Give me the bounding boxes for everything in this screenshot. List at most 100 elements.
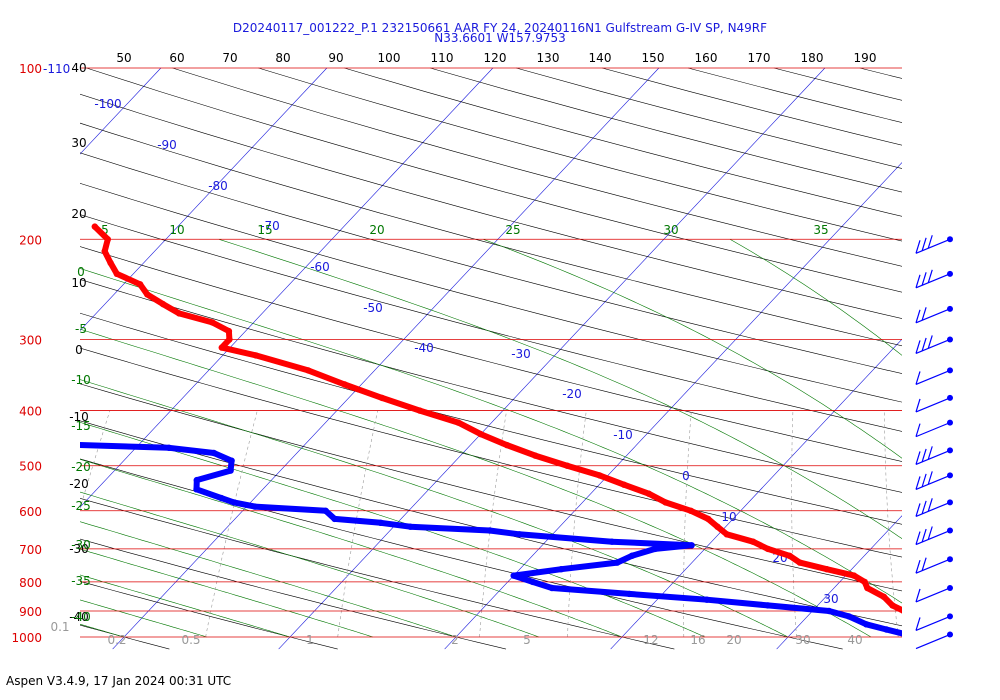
theta-left-label: 40 (71, 61, 86, 75)
dry-adiabat-line (0, 68, 1, 649)
isotherm-label: -40 (414, 341, 434, 355)
mixing-ratio-label: 0.2 (107, 633, 126, 647)
dewpoint-point (227, 467, 234, 474)
theta-top-label: 170 (748, 51, 771, 65)
moist-adiabat-line (483, 239, 902, 459)
temperature-point (704, 515, 712, 523)
theta-left-label: -10 (69, 410, 89, 424)
wind-barb (915, 631, 953, 650)
dry-adiabat-line (80, 122, 902, 347)
theta-top-label: 70 (222, 51, 237, 65)
wind-barb-staff (915, 529, 951, 546)
wind-barb-staff (915, 587, 951, 603)
theta-top-label: 190 (854, 51, 877, 65)
wind-barb-staff (915, 449, 951, 465)
wind-barb-flag (921, 500, 927, 515)
moist-adiabat-label: 35 (813, 223, 828, 237)
dewpoint-point (703, 596, 710, 603)
wind-barb-staff (915, 615, 951, 631)
theta-top-label: 160 (695, 51, 718, 65)
sounding-profiles (80, 223, 932, 637)
wind-barb-flag (915, 309, 921, 324)
dewpoint-point (548, 584, 556, 592)
mixing-ratio-line (567, 410, 587, 638)
dewpoint-point (764, 602, 772, 609)
wind-barb-flag (915, 274, 921, 288)
temperature-point (662, 499, 669, 506)
mixing-ratio-label: 2 (451, 633, 459, 647)
dewpoint-point (516, 531, 523, 538)
pressure-label: 1000 (11, 631, 42, 645)
wind-barb-flag (921, 528, 927, 543)
temperature-point (252, 352, 260, 359)
dewpoint-point (688, 542, 695, 549)
dewpoint-point (651, 545, 659, 553)
mixing-ratio-label: 20 (726, 633, 741, 647)
wind-barb-flag (921, 237, 927, 251)
moist-adiabat-label: 25 (505, 223, 520, 237)
isotherm-label: -70 (260, 219, 280, 233)
wind-barb-flag (927, 335, 933, 349)
theta-left-label: 20 (71, 207, 86, 221)
dry-adiabat-line (258, 67, 902, 242)
moist-adiabat-line (80, 548, 374, 638)
wind-barb (915, 367, 953, 385)
temperature-point (850, 572, 858, 579)
moist-adiabat-left-label: -40 (71, 610, 91, 624)
dry-adiabat-line (946, 68, 1000, 649)
pressure-label: 100 (19, 62, 42, 76)
theta-top-label: 80 (275, 51, 290, 65)
isotherm-label: -100 (94, 97, 121, 111)
wind-barb-staff (915, 338, 951, 355)
isotherm-label: 10 (721, 510, 736, 524)
mixing-ratio-label: 0.1 (50, 620, 69, 634)
dry-adiabat-line (859, 67, 902, 79)
moist-adiabat-left-label: -35 (71, 574, 91, 588)
temperature-point (564, 462, 571, 469)
wind-barb-flag (915, 476, 921, 490)
moist-adiabat-line (218, 239, 902, 540)
plot-grid (0, 67, 1000, 650)
temperature-point (786, 552, 793, 559)
dewpoint-line (80, 442, 902, 637)
wind-barb-staff (915, 633, 951, 650)
dewpoint-point (486, 527, 493, 534)
mixing-ratio-label: 16 (690, 633, 705, 647)
wind-barb-flag (921, 557, 927, 571)
chart-title-line1: D20240117_001222_P.1 232150661 AAR FY 24… (232, 21, 768, 35)
mixing-ratio-label: 0.5 (181, 633, 200, 647)
isotherm-label: -60 (310, 260, 330, 274)
dewpoint-point (608, 538, 616, 545)
dewpoint-point (614, 559, 621, 566)
pressure-label: 500 (19, 460, 42, 474)
dry-adiabat-line (80, 498, 675, 650)
mixing-ratio-label: 30 (795, 633, 810, 647)
moist-adiabat-label: 5 (101, 223, 109, 237)
temperature-point (926, 616, 932, 622)
dry-adiabat-line (80, 383, 902, 592)
dewpoint-point (407, 523, 414, 530)
moist-adiabat-label: 20 (369, 223, 384, 237)
wind-barb-staff (915, 369, 951, 385)
moist-adiabat-line (80, 574, 291, 638)
isotherm-label: -50 (363, 301, 383, 315)
theta-top-label: 140 (589, 51, 612, 65)
top-isotherm-label: -110 (43, 62, 70, 76)
temperature-point (378, 394, 386, 402)
dewpoint-point (626, 590, 633, 598)
moist-adiabat-label: 30 (663, 223, 678, 237)
dry-adiabat-line (687, 67, 902, 123)
wind-barb (915, 269, 953, 289)
wind-barb-flag (915, 560, 921, 574)
dry-adiabat-line (80, 279, 902, 493)
dewpoint-point (529, 578, 536, 586)
dewpoint-point (331, 515, 338, 523)
theta-top-label: 100 (378, 51, 401, 65)
temperature-point (723, 531, 730, 538)
pressure-label: 800 (19, 576, 42, 590)
temperature-point (620, 481, 628, 488)
theta-top-label: 50 (116, 51, 131, 65)
temperature-point (144, 291, 151, 298)
